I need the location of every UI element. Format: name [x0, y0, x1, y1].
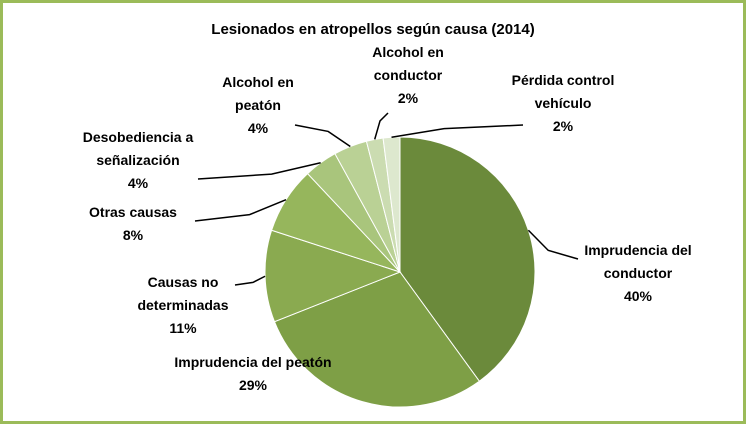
- pie-area: [194, 112, 579, 408]
- category-label: Alcohol en conductor: [372, 44, 444, 83]
- value-label: 2%: [397, 90, 419, 106]
- data-label: Imprudencia del peatón 29%: [168, 351, 338, 397]
- pie-slice: [399, 136, 536, 382]
- chart-title: Lesionados en atropellos según causa (20…: [211, 21, 535, 38]
- category-label: Desobediencia a señalización: [82, 129, 194, 168]
- data-label: Otras causas 8%: [63, 201, 203, 247]
- leader-line: [373, 112, 389, 140]
- category-label: Imprudencia del conductor: [584, 242, 692, 281]
- category-label: Pérdida control vehículo: [511, 72, 615, 111]
- leader-line: [294, 124, 351, 148]
- data-label: Alcohol en conductor 2%: [353, 41, 463, 110]
- category-label: Causas no determinadas: [137, 274, 229, 313]
- data-label: Pérdida control vehículo 2%: [503, 69, 623, 138]
- leader-line: [391, 124, 524, 139]
- value-label: 40%: [623, 288, 653, 304]
- category-label: Imprudencia del peatón: [174, 354, 332, 370]
- leader-line: [234, 275, 266, 286]
- leader-line: [194, 198, 287, 222]
- data-label: Imprudencia del conductor 40%: [563, 239, 713, 308]
- value-label: 2%: [552, 118, 574, 134]
- data-label: Alcohol en peatón 4%: [198, 71, 318, 140]
- leader-line: [527, 229, 579, 260]
- value-label: 29%: [238, 377, 268, 393]
- leader-line: [197, 162, 321, 180]
- data-label: Causas no determinadas 11%: [113, 271, 253, 340]
- category-label: Alcohol en peatón: [222, 74, 294, 113]
- value-label: 11%: [169, 320, 197, 336]
- pie-slice: [382, 136, 401, 273]
- value-label: 8%: [122, 227, 144, 243]
- category-label: Otras causas: [89, 204, 177, 220]
- pie-slice: [273, 271, 481, 408]
- value-label: 4%: [247, 120, 269, 136]
- data-label: Desobediencia a señalización 4%: [43, 126, 233, 195]
- value-label: 4%: [127, 175, 149, 191]
